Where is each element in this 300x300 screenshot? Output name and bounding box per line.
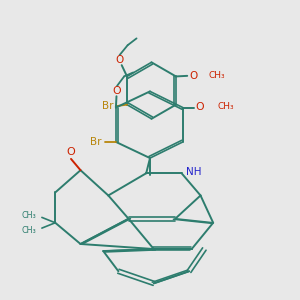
- Text: O: O: [196, 102, 204, 112]
- Text: O: O: [66, 147, 75, 158]
- Text: CH₃: CH₃: [217, 103, 234, 112]
- Text: CH₃: CH₃: [208, 71, 225, 80]
- Text: Br: Br: [90, 137, 101, 147]
- Text: Br: Br: [102, 101, 113, 111]
- Text: CH₃: CH₃: [21, 211, 36, 220]
- Text: NH: NH: [186, 167, 202, 177]
- Text: O: O: [116, 55, 124, 65]
- Text: CH₃: CH₃: [21, 226, 36, 235]
- Text: O: O: [189, 70, 197, 80]
- Text: O: O: [113, 86, 122, 96]
